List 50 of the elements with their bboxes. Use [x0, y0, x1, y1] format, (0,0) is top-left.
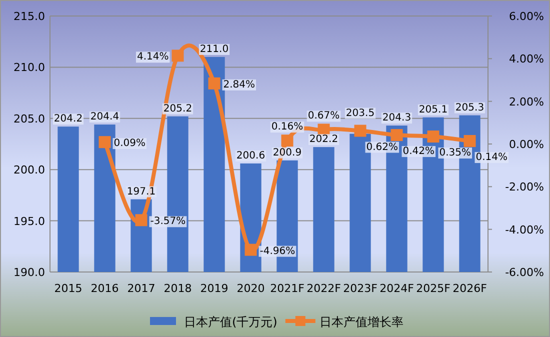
data-label: 205.1	[418, 104, 448, 116]
data-label: 205.2	[163, 103, 192, 114]
y-tick-label: 215.0	[14, 10, 45, 23]
y2-tick-label: 6.00%	[509, 10, 544, 23]
data-label: 205.3	[455, 102, 484, 114]
y-tick-label: 205.0	[14, 112, 45, 126]
x-tick-label: 2015	[54, 282, 82, 295]
x-tick-label: 2023F	[343, 282, 378, 295]
x-tick-label: 2016	[90, 282, 119, 295]
data-label: 211.0	[200, 44, 229, 55]
data-label: 204.3	[382, 112, 412, 124]
y2-tick-label: -6.00%	[505, 266, 544, 279]
data-label: 0.62%	[366, 142, 398, 153]
y-tick-label: 190.0	[14, 266, 45, 279]
x-tick-label: 2025F	[416, 282, 450, 295]
y-tick-label: 200.0	[14, 164, 45, 177]
data-label: 0.14%	[476, 152, 508, 164]
y2-tick-label: 4.00%	[509, 52, 544, 66]
data-label: 203.5	[346, 108, 375, 119]
data-label: 200.6	[236, 150, 266, 162]
x-tick-label: 2019	[200, 282, 228, 295]
data-label: 204.4	[90, 112, 120, 123]
data-label: 0.35%	[439, 148, 472, 159]
y2-tick-label: -2.00%	[505, 180, 544, 194]
y2-tick-label: 2.00%	[509, 95, 544, 108]
data-label: -4.96%	[260, 246, 296, 257]
data-label: 0.16%	[271, 122, 304, 133]
x-tick-label: 2026F	[452, 282, 487, 295]
data-label: 200.9	[272, 147, 302, 158]
data-label: 0.67%	[308, 110, 340, 122]
data-label: 2.84%	[223, 79, 256, 90]
x-tick-label: 2021F	[270, 282, 304, 295]
data-label: 0.42%	[402, 146, 435, 158]
x-tick-label: 2024F	[380, 282, 414, 295]
legend-label: 日本产值(千万元)	[184, 315, 278, 329]
y2-tick-label: 0.00%	[509, 138, 544, 151]
data-label: 202.2	[309, 134, 338, 146]
data-label: 204.2	[54, 114, 83, 125]
y-tick-label: 195.0	[14, 214, 45, 228]
x-tick-label: 2020	[236, 282, 265, 295]
data-label: 4.14%	[136, 52, 169, 63]
data-label: 0.09%	[114, 138, 146, 150]
y2-tick-label: -4.00%	[505, 223, 544, 236]
data-label: 197.1	[126, 186, 156, 198]
x-tick-label: 2018	[164, 282, 192, 295]
x-tick-label: 2017	[127, 282, 156, 295]
legend-label: 日本产值增长率	[319, 315, 404, 329]
x-tick-label: 2022F	[306, 282, 341, 295]
y-tick-label: 210.0	[14, 61, 45, 74]
data-label: -3.57%	[150, 216, 186, 228]
